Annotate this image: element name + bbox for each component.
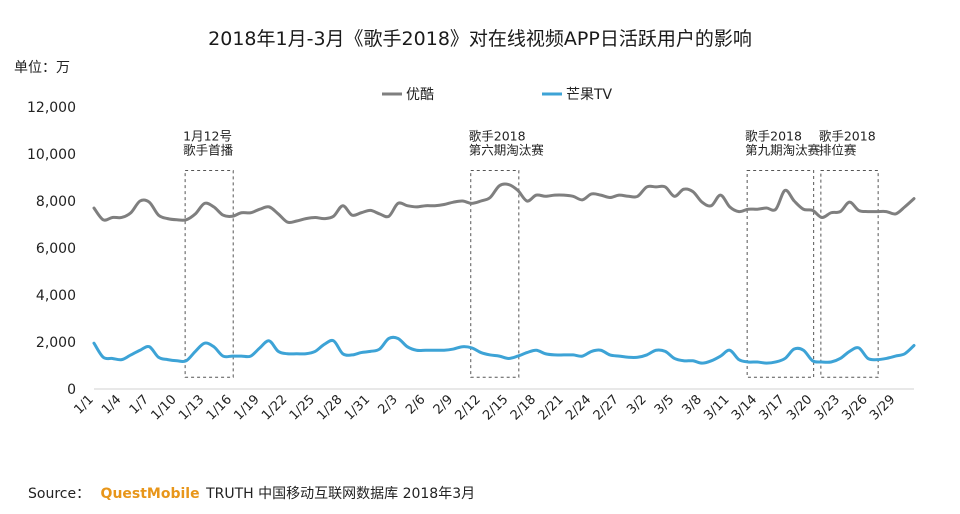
source-prefix: Source： — [28, 486, 90, 502]
x-tick-label: 1/19 — [231, 392, 262, 423]
unit-label: 单位：万 — [14, 60, 70, 76]
svg-text:Source： QuestMobile: Source： QuestMobile TRUTH 中国移动互联网数据库 201… — [28, 486, 475, 502]
x-tick-label: 3/29 — [867, 392, 898, 423]
x-tick-label: 1/31 — [342, 392, 373, 423]
series-lines — [92, 182, 916, 365]
annotations: 1月12号歌手首播歌手2018第六期淘汰赛歌手2018第九期淘汰赛歌手2018排… — [183, 128, 879, 378]
series-line-mgtv — [92, 335, 916, 365]
series-line-youku — [92, 182, 916, 225]
y-tick-label: 4,000 — [36, 288, 76, 304]
x-tick-label: 2/3 — [375, 392, 400, 417]
x-tick-label: 3/2 — [624, 392, 649, 417]
chart-title: 2018年1月-3月《歌手2018》对在线视频APP日活跃用户的影响 — [208, 28, 752, 50]
annotation-label: 第六期淘汰赛 — [469, 142, 545, 157]
x-tick-label: 1/4 — [99, 392, 124, 417]
x-tick-label: 1/16 — [204, 392, 235, 423]
annotation-label: 歌手首播 — [183, 142, 234, 157]
x-tick-label: 1/13 — [176, 392, 207, 423]
x-tick-label: 1/25 — [287, 392, 318, 423]
x-tick-label: 2/18 — [508, 392, 539, 423]
x-tick-label: 3/14 — [729, 392, 760, 423]
x-tick-label: 3/11 — [701, 392, 732, 423]
y-tick-label: 0 — [67, 382, 76, 398]
annotation-box — [746, 169, 815, 378]
y-tick-label: 12,000 — [27, 100, 76, 116]
x-tick-label: 3/5 — [652, 392, 677, 417]
annotation-label: 歌手2018 — [745, 128, 802, 143]
y-tick-label: 8,000 — [36, 194, 76, 210]
x-tick-label: 2/21 — [535, 392, 566, 423]
legend-label-mgtv: 芒果TV — [566, 87, 613, 103]
x-tick-label: 1/10 — [148, 392, 179, 423]
y-axis: 0 2,000 4,000 6,000 8,000 10,000 12,000 — [27, 100, 76, 398]
x-tick-label: 3/17 — [757, 392, 788, 423]
annotation-label: 第九期淘汰赛 — [745, 142, 821, 157]
annotation-box — [184, 169, 234, 378]
annotation-box — [470, 169, 520, 378]
annotation-label: 排位赛 — [819, 142, 857, 157]
x-tick-label: 2/12 — [453, 392, 484, 423]
x-tick-label: 2/27 — [591, 392, 622, 423]
y-tick-label: 2,000 — [36, 335, 76, 351]
source-footer: Source： QuestMobile TRUTH 中国移动互联网数据库 201… — [28, 486, 475, 502]
legend-label-youku: 优酷 — [406, 87, 434, 103]
annotation-label: 歌手2018 — [469, 128, 526, 143]
source-suffix: TRUTH 中国移动互联网数据库 2018年3月 — [205, 486, 475, 502]
x-tick-label: 2/15 — [480, 392, 511, 423]
x-tick-label: 3/20 — [784, 392, 815, 423]
brand-logo-text: QuestMobile — [101, 486, 200, 502]
x-tick-label: 1/22 — [259, 392, 290, 423]
x-tick-label: 2/6 — [403, 392, 428, 417]
x-tick-label: 3/23 — [812, 392, 843, 423]
annotation-label: 1月12号 — [183, 128, 232, 143]
x-tick-label: 3/26 — [840, 392, 871, 423]
x-tick-label: 1/28 — [314, 392, 345, 423]
x-axis: 1/1 1/4 1/71/101/131/161/191/221/251/281/3… — [71, 392, 898, 423]
y-tick-label: 6,000 — [36, 241, 76, 257]
annotation-label: 歌手2018 — [819, 128, 876, 143]
y-tick-label: 10,000 — [27, 147, 76, 163]
x-tick-label: 2/24 — [563, 392, 594, 423]
legend: 优酷 芒果TV — [382, 87, 613, 103]
